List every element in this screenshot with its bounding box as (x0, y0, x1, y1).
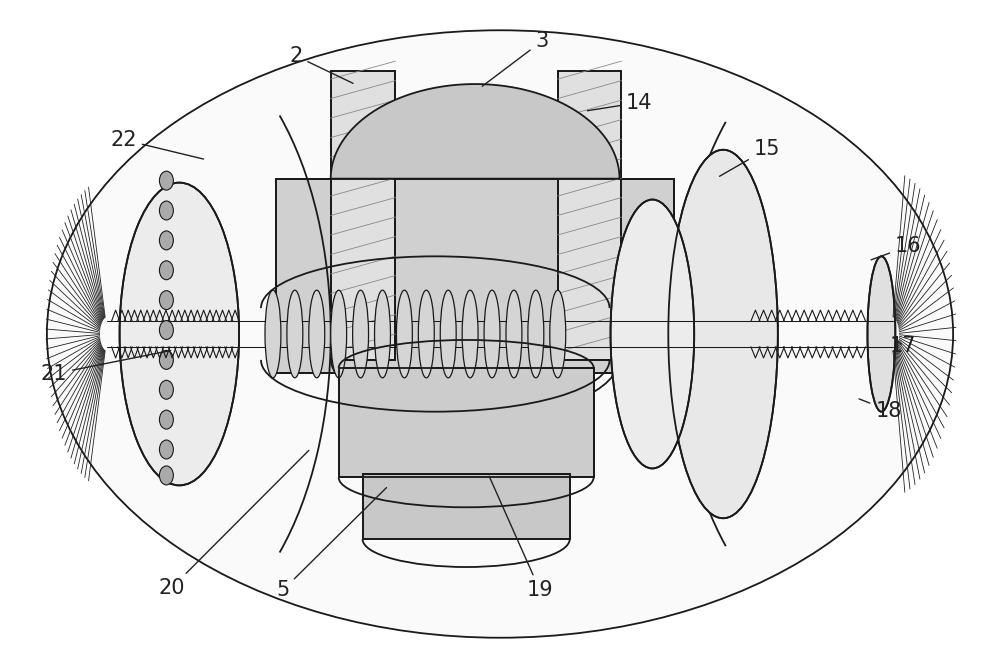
Ellipse shape (331, 290, 347, 378)
Bar (276, 178, 674, 373)
Ellipse shape (440, 290, 456, 378)
Ellipse shape (159, 321, 173, 339)
Bar (363, 474, 570, 539)
Text: 2: 2 (289, 46, 353, 84)
Ellipse shape (353, 290, 369, 378)
Ellipse shape (418, 290, 434, 378)
Ellipse shape (506, 290, 522, 378)
Bar (558, 71, 621, 360)
Text: 16: 16 (871, 236, 922, 260)
Ellipse shape (159, 440, 173, 459)
Ellipse shape (611, 200, 694, 468)
Ellipse shape (159, 291, 173, 309)
Ellipse shape (159, 466, 173, 485)
Bar (331, 71, 395, 360)
Ellipse shape (159, 201, 173, 220)
Ellipse shape (309, 290, 325, 378)
Ellipse shape (462, 290, 478, 378)
Ellipse shape (528, 290, 544, 378)
Bar (339, 368, 594, 478)
Text: 14: 14 (587, 92, 653, 112)
Text: 21: 21 (41, 351, 171, 384)
Ellipse shape (159, 231, 173, 250)
Bar (276, 178, 674, 373)
Bar (331, 71, 395, 360)
Ellipse shape (120, 182, 239, 486)
Ellipse shape (396, 290, 412, 378)
Bar (558, 71, 621, 360)
Text: 22: 22 (110, 130, 204, 159)
Ellipse shape (668, 150, 778, 518)
Bar (339, 368, 594, 478)
Ellipse shape (159, 380, 173, 399)
Text: 20: 20 (158, 450, 309, 598)
Text: 17: 17 (890, 336, 917, 356)
Ellipse shape (375, 290, 390, 378)
Ellipse shape (550, 290, 566, 378)
Ellipse shape (287, 290, 303, 378)
Ellipse shape (159, 171, 173, 190)
Ellipse shape (159, 351, 173, 369)
Ellipse shape (484, 290, 500, 378)
Ellipse shape (159, 261, 173, 280)
Text: 19: 19 (489, 476, 553, 600)
Ellipse shape (867, 257, 895, 411)
Ellipse shape (47, 30, 953, 638)
Text: 15: 15 (720, 139, 780, 176)
Text: 3: 3 (482, 31, 548, 86)
Bar (363, 474, 570, 539)
Ellipse shape (265, 290, 281, 378)
Text: 18: 18 (859, 399, 902, 420)
Polygon shape (331, 84, 620, 178)
Text: 5: 5 (276, 488, 386, 600)
Ellipse shape (159, 410, 173, 429)
